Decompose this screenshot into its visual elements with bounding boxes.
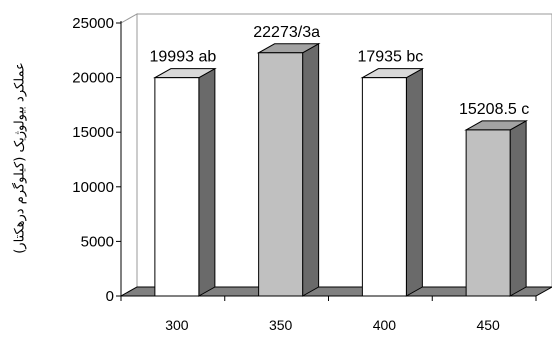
- bar-front-face: [154, 77, 200, 297]
- bar-side-face: [302, 42, 320, 297]
- x-tick-label: 450: [476, 317, 500, 333]
- back-wall: [136, 13, 552, 288]
- bar-side-face: [198, 67, 216, 297]
- bars: [152, 42, 529, 297]
- chart-walls: [119, 13, 552, 297]
- data-label: 17935 bc: [357, 49, 423, 66]
- bar-350: [256, 42, 321, 297]
- bar-side-face: [509, 120, 527, 297]
- side-wall: [120, 13, 138, 297]
- bar-400: [360, 67, 425, 297]
- data-labels: 19993 ab 22273/3a 17935 bc 15208.5 c: [150, 24, 530, 118]
- data-label: 22273/3a: [253, 24, 320, 41]
- y-tick-label: 25000: [72, 15, 114, 32]
- y-axis: 0 5000 10000 15000 20000 25000: [72, 15, 122, 305]
- y-tick-label: 0: [106, 288, 114, 305]
- y-tick-label: 10000: [72, 179, 114, 196]
- x-tick-label: 350: [269, 317, 293, 333]
- bar-side-face: [405, 67, 423, 297]
- bar-front-face: [258, 52, 304, 297]
- x-axis: 300 350 400 450: [120, 295, 537, 333]
- y-tick-label: 15000: [72, 124, 114, 141]
- y-tick-label: 20000: [72, 70, 114, 87]
- bar-300: [152, 67, 217, 297]
- bar-450: [464, 120, 529, 297]
- x-tick-label: 400: [373, 317, 397, 333]
- x-tick-label: 300: [165, 317, 189, 333]
- data-label: 15208.5 c: [459, 101, 529, 118]
- y-tick-label: 5000: [81, 233, 114, 250]
- bar-front-face: [465, 129, 511, 297]
- data-label: 19993 ab: [150, 49, 217, 66]
- bar-front-face: [361, 77, 407, 297]
